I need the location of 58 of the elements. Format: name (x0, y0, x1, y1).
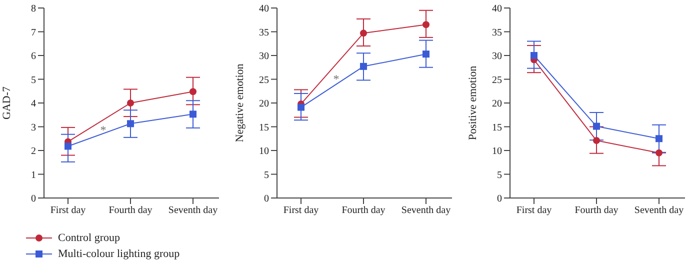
y-tick-label: 35 (492, 27, 502, 38)
y-tick-label: 2 (31, 146, 36, 158)
point (127, 100, 134, 106)
x-tick-label: Seventh day (168, 205, 218, 216)
y-tick-label: 10 (492, 146, 502, 158)
y-tick-label: 10 (259, 146, 269, 158)
y-tick-label: 5 (497, 170, 502, 181)
y-tick-label: 5 (264, 170, 269, 181)
y-tick-label: 40 (492, 4, 502, 15)
point (190, 88, 196, 96)
y-tick-label: 0 (497, 194, 502, 205)
y-tick-label: 0 (31, 194, 36, 205)
y-tick-label: 20 (259, 98, 269, 110)
y-tick-label: 6 (31, 51, 36, 62)
point (360, 62, 367, 70)
y-tick-label: 25 (492, 74, 502, 86)
y-tick-label: 15 (492, 122, 502, 134)
y-tick-label: 5 (31, 74, 36, 86)
legend-label: Multi-colour lighting group (58, 248, 180, 260)
y-tick-label: 30 (259, 51, 269, 62)
point (593, 122, 600, 130)
point (298, 104, 304, 111)
y-tick-label: 20 (492, 98, 502, 110)
point (656, 135, 662, 142)
annotation: * (333, 72, 340, 86)
y-tick-label: 40 (259, 4, 269, 15)
point (64, 142, 72, 150)
y-tick-label: 4 (31, 98, 36, 110)
x-tick-label: Fourth day (108, 205, 152, 216)
y-tick-label: 1 (31, 170, 36, 181)
y-tick-label: 7 (31, 27, 36, 38)
x-tick-label: First day (50, 205, 86, 216)
y-tick-label: 30 (492, 51, 502, 62)
point (422, 50, 430, 58)
point (360, 30, 367, 37)
y-tick-label: 15 (259, 122, 269, 134)
point (656, 149, 662, 156)
x-tick-label: First day (516, 205, 552, 216)
point (422, 21, 430, 28)
annotation: * (100, 122, 106, 137)
y-tick-label: 0 (264, 194, 269, 205)
y-tick-label: 35 (259, 27, 269, 38)
x-tick-label: First day (283, 205, 319, 216)
x-tick-label: Seventh day (634, 205, 684, 216)
x-tick-label: Fourth day (342, 205, 386, 216)
point (530, 52, 538, 59)
y-axis-title: Positive emotion (466, 65, 479, 140)
legend-label: Control group (58, 232, 120, 244)
y-tick-label: 8 (31, 4, 36, 15)
x-tick-label: Fourth day (574, 205, 618, 216)
point (127, 120, 134, 128)
x-tick-label: Seventh day (401, 205, 451, 216)
y-tick-label: 25 (259, 74, 269, 86)
point (190, 110, 196, 118)
y-axis-title: GAD-7 (0, 86, 13, 120)
point (593, 137, 600, 144)
y-tick-label: 3 (31, 122, 36, 134)
y-axis-title: Negative emotion (234, 63, 246, 142)
